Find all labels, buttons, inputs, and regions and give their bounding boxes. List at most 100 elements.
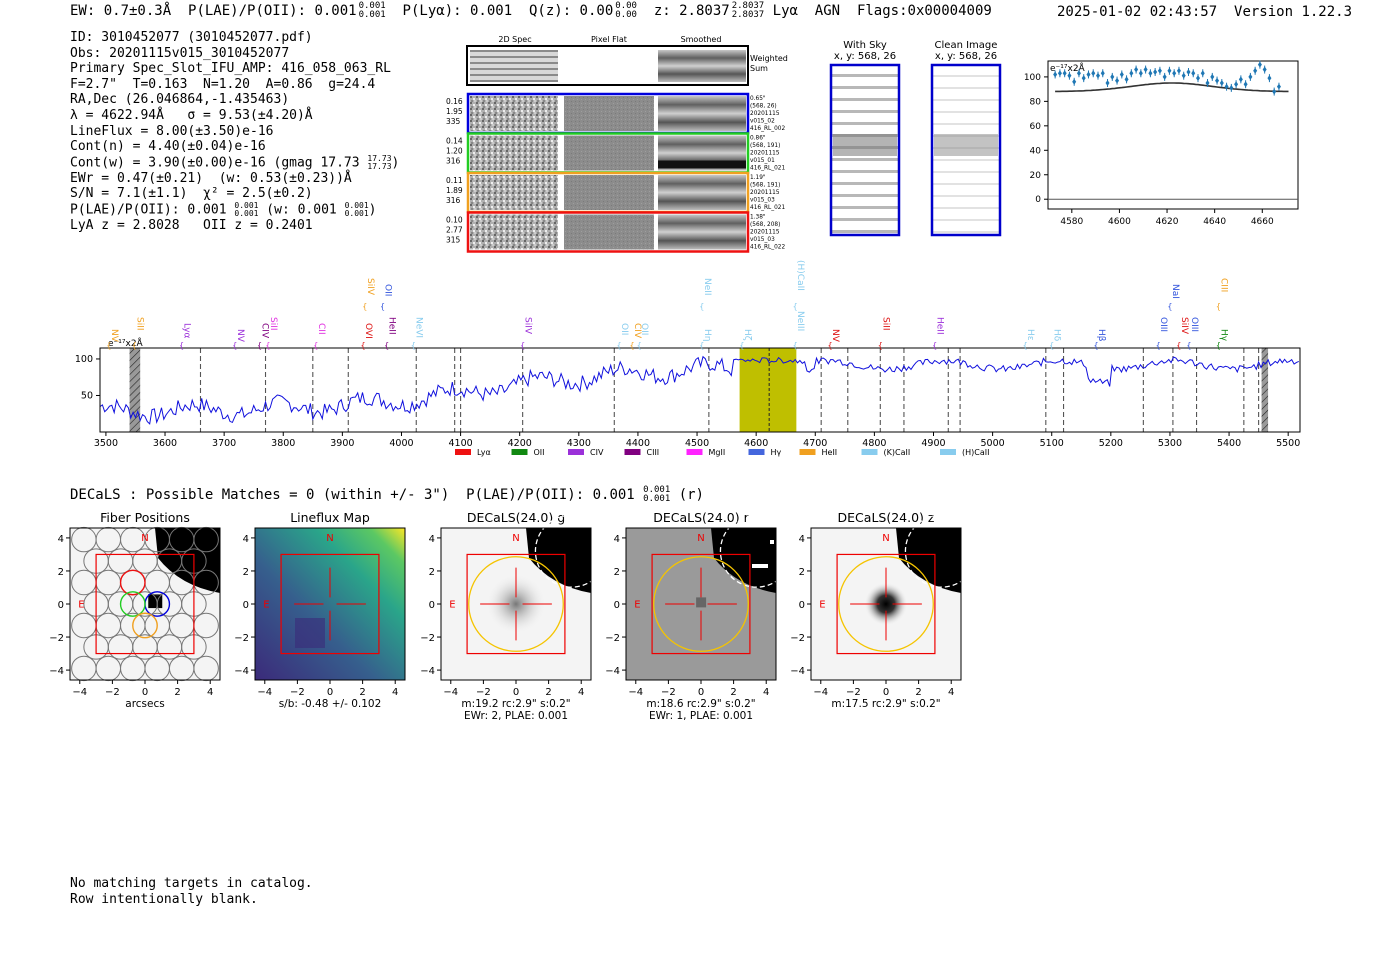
spectrum-line-brace: { (1156, 341, 1161, 350)
cutout-flat (564, 175, 654, 210)
zoom-data-point (1081, 74, 1086, 83)
neighbor-source (155, 528, 220, 593)
spectrum-xtick-label: 3700 (212, 438, 236, 449)
imaging-xtick-label: −2 (105, 687, 120, 698)
zoom-data-point (1262, 65, 1267, 74)
cutout-left-label: 0.10 (446, 216, 463, 225)
spectrum-legend-entry: CIV (568, 448, 604, 457)
cutout-2dspec (470, 175, 558, 210)
zoom-ytick-label: 80 (1030, 97, 1042, 107)
zoom-data-point (1124, 75, 1129, 84)
target-source (696, 597, 707, 608)
weighted-sum-row: Weighted Sum (466, 45, 788, 86)
zoom-data-point (1224, 82, 1229, 91)
imaging-panel: DECaLS(24.0) z N E −4 −4 −2 −2 0 0 2 2 4 4 m:17.5 rc:… (790, 510, 979, 710)
zoom-unit-label: e⁻¹⁷x2Å (1050, 62, 1086, 74)
spectrum-xtick-label: 5100 (1040, 438, 1064, 449)
search-box (836, 553, 936, 655)
cutout-right-label: (568, 191) (750, 143, 780, 149)
cutout-panel: 2D Spec Pixel Flat Smoothed Weighted Sum… (446, 35, 788, 253)
zoom-data-point (1181, 71, 1186, 80)
cutout-flat (564, 214, 654, 250)
zoom-xtick-label: 4640 (1203, 217, 1226, 227)
info-contn: Cont(n) = 4.40(±0.04)e-16 (70, 139, 266, 155)
fiber-highlight (119, 591, 146, 617)
zoom-data-point (1196, 74, 1200, 83)
neighbor-aperture (534, 514, 609, 588)
spectrum-line-label: NV (830, 329, 840, 343)
spectrum-line-label: CIV (632, 323, 642, 339)
legend-swatch (624, 449, 641, 455)
cutout-smoothed (658, 96, 746, 131)
spectrum-line-brace: { (616, 341, 621, 350)
spectrum-xtick-label: 3600 (153, 438, 177, 449)
legend-label: Lyα (477, 448, 491, 457)
spectrum-line-label: NaI (1170, 284, 1180, 299)
imaging-panel: Lineflux Map N E −4 −4 −2 −2 0 0 2 2 4 4 s/b: -0.48 +… (234, 510, 406, 710)
ew-value: EW: 0.7±0.3Å (70, 3, 172, 19)
target-aperture (653, 556, 749, 652)
imaging-ytick-label: 0 (58, 600, 64, 611)
imaging-xtick-label: −2 (661, 687, 676, 698)
cutout-right-label: 20201115 (750, 111, 780, 117)
zoom-data-point (1167, 66, 1172, 75)
cutout-smoothed (658, 175, 746, 210)
legend-label: Hγ (771, 448, 782, 457)
spectrum-axes-frame (99, 347, 1301, 433)
info-zline: LyA z = 2.8028 OII z = 0.2401 (70, 218, 313, 234)
spectrum-xtick-label: 4400 (626, 438, 650, 449)
spectrum-line-brace: { (1023, 341, 1028, 350)
zoom-data-point (1086, 70, 1091, 79)
zoom-data-point (1191, 69, 1196, 78)
compass-east: E (263, 599, 269, 610)
spectrum-xtick-label: 5300 (1158, 438, 1182, 449)
search-box (651, 553, 751, 655)
imaging-xtick-label: −4 (443, 687, 458, 698)
spectrum-line-brace: { (313, 341, 318, 350)
imaging-xtick-label: −2 (846, 687, 861, 698)
zoom-data-point (1276, 82, 1281, 91)
imaging-ytick-label: −4 (49, 666, 64, 677)
legend-swatch (940, 449, 956, 455)
spectrum-line-brace: { (699, 302, 704, 311)
spectrum-line-brace: { (1186, 341, 1191, 350)
cutout-flat (564, 135, 654, 171)
spectrum-legend-entry: Hγ (748, 448, 782, 457)
imaging-xtick-label: 4 (207, 687, 213, 698)
spectrum-legend-entry: HeII (799, 448, 837, 457)
imaging-ytick-label: −2 (605, 633, 620, 644)
imaging-caption-2: EWr: 2, PLAE: 0.001 (464, 710, 568, 722)
cutout-right-label: 416_RL_021 (750, 166, 785, 172)
zoom-data-point (1253, 66, 1258, 75)
cutout-right-label: 416_RL_002 (750, 126, 785, 132)
spectrum-line-brace: { (1094, 341, 1099, 350)
zoom-data-point (1234, 80, 1239, 89)
zoom-data-point (1215, 76, 1220, 85)
imaging-ytick-label: 0 (243, 600, 249, 611)
compass-north: N (141, 533, 148, 544)
zoom-xtick-label: 4660 (1251, 217, 1274, 227)
imaging-panel-title: Lineflux Map (290, 510, 370, 525)
zoom-data-point (1210, 72, 1215, 81)
cutout-left-label: 2.77 (446, 226, 463, 235)
spectrum-line-label: OII (639, 323, 649, 335)
imaging-caption: m:17.5 rc:2.9" s:0.2" (831, 698, 940, 710)
zoom-data-point (1115, 76, 1120, 85)
z-value: z: 2.8037 (653, 3, 730, 19)
cutout-left-label: 316 (446, 196, 461, 205)
zoom-data-point (1229, 83, 1234, 92)
compass-north: N (326, 533, 333, 544)
zoom-data-point (1267, 74, 1272, 83)
cutout-left-label: 0.16 (446, 97, 463, 106)
spectrum-line-label: NeIII (795, 311, 805, 331)
legend-label: OII (534, 448, 545, 457)
spectrum-xtick-label: 4800 (862, 438, 886, 449)
imaging-xtick-label: 2 (174, 687, 180, 698)
spectrum-line-brace: { (828, 341, 833, 350)
spectrum-line-label: Hζ (742, 329, 752, 341)
zoom-data-point (1134, 65, 1139, 74)
target-source (864, 582, 908, 626)
target-source (486, 574, 546, 634)
